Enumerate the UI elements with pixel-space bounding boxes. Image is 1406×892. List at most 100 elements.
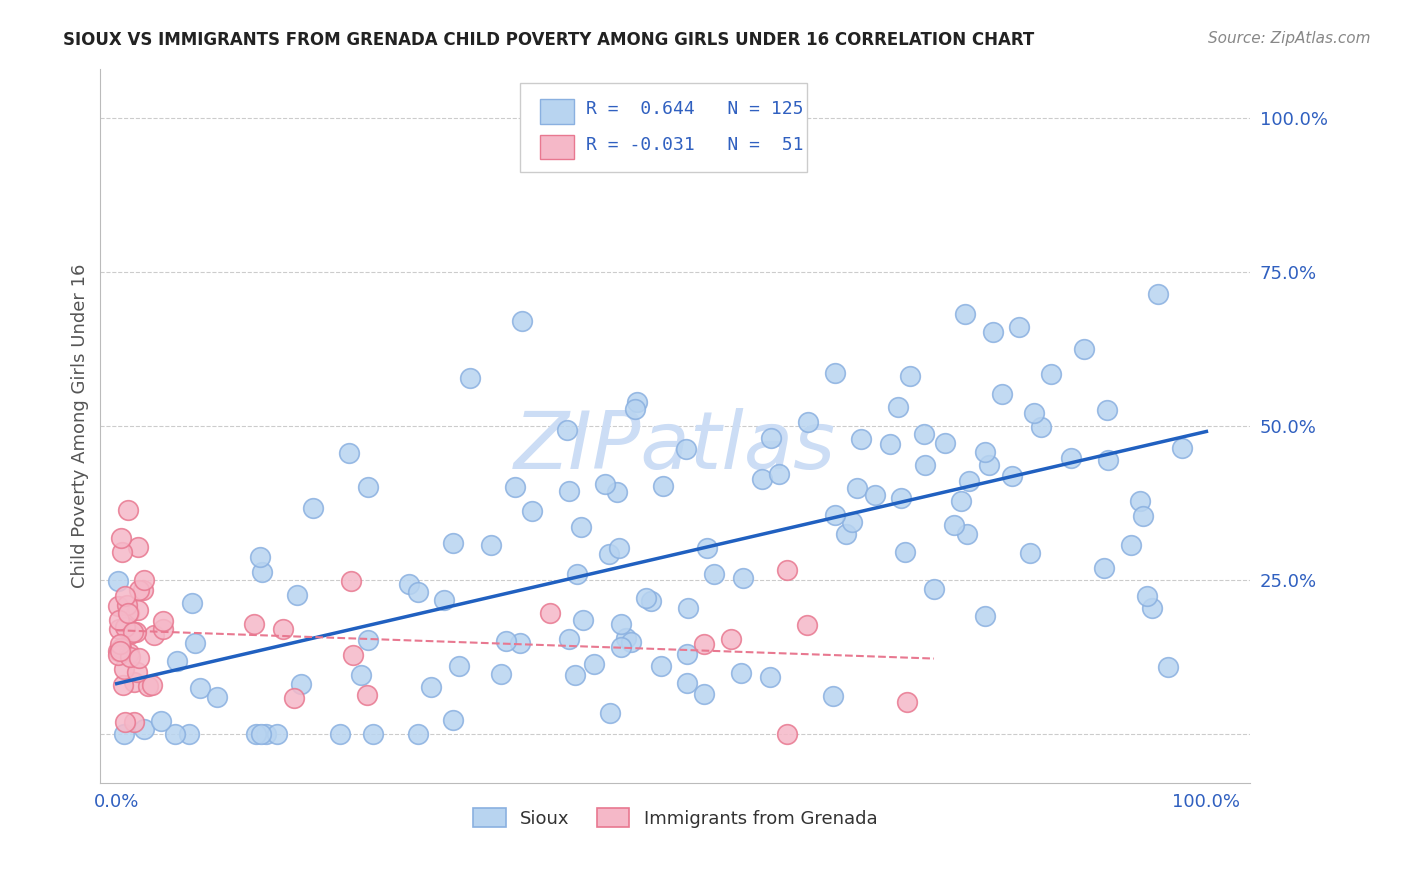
Point xyxy=(606,484,628,499)
Point xyxy=(114,589,136,603)
Point xyxy=(509,635,531,649)
Point xyxy=(924,582,946,596)
Point xyxy=(110,641,132,656)
Point xyxy=(273,623,295,637)
Point xyxy=(447,658,470,673)
Point xyxy=(337,446,360,460)
Point xyxy=(479,538,502,552)
Point xyxy=(107,599,129,613)
Point xyxy=(974,445,997,459)
Point xyxy=(751,472,773,486)
Point xyxy=(128,650,150,665)
Point xyxy=(350,668,373,682)
Point xyxy=(150,714,173,728)
Point xyxy=(356,688,378,702)
Point xyxy=(132,723,155,737)
Text: SIOUX VS IMMIGRANTS FROM GRENADA CHILD POVERTY AMONG GIRLS UNDER 16 CORRELATION : SIOUX VS IMMIGRANTS FROM GRENADA CHILD P… xyxy=(63,31,1035,49)
Point xyxy=(110,531,132,545)
Point xyxy=(1147,286,1170,301)
Point xyxy=(912,427,935,442)
Point xyxy=(163,727,186,741)
Point xyxy=(733,572,755,586)
Point xyxy=(115,598,138,612)
Point xyxy=(128,583,150,598)
Point xyxy=(835,527,858,541)
Point xyxy=(1157,660,1180,674)
Point xyxy=(152,622,174,636)
Point xyxy=(207,690,229,704)
Point xyxy=(797,416,820,430)
Point xyxy=(1097,452,1119,467)
Point xyxy=(1022,406,1045,420)
Point xyxy=(898,368,921,383)
FancyBboxPatch shape xyxy=(520,83,807,172)
Point xyxy=(108,613,131,627)
Point xyxy=(520,503,543,517)
Point xyxy=(254,727,277,741)
Point xyxy=(571,520,593,534)
Point xyxy=(768,467,790,481)
Point xyxy=(166,654,188,668)
Point xyxy=(934,435,956,450)
Point xyxy=(1008,320,1031,334)
Point xyxy=(1135,590,1157,604)
Point xyxy=(107,574,129,588)
Point xyxy=(896,695,918,709)
Point xyxy=(675,675,697,690)
Point xyxy=(720,632,742,647)
Point xyxy=(759,670,782,684)
Point xyxy=(132,583,155,598)
Point xyxy=(118,646,141,660)
Point xyxy=(242,617,264,632)
Text: R = -0.031   N =  51: R = -0.031 N = 51 xyxy=(585,136,803,154)
Point xyxy=(1018,546,1040,560)
Point xyxy=(607,541,630,556)
Point xyxy=(841,516,863,530)
Point xyxy=(458,370,481,384)
Point xyxy=(776,727,799,741)
Point xyxy=(651,478,673,492)
FancyBboxPatch shape xyxy=(540,135,574,160)
Point xyxy=(356,480,378,494)
Point xyxy=(616,631,638,645)
Point xyxy=(495,634,517,648)
Point xyxy=(290,677,312,691)
Point xyxy=(250,565,273,579)
Point xyxy=(950,494,973,508)
Point xyxy=(824,366,846,380)
Point xyxy=(1097,403,1119,417)
Point xyxy=(650,659,672,673)
Point xyxy=(914,458,936,472)
Point xyxy=(302,501,325,516)
Point xyxy=(620,635,643,649)
Point xyxy=(1073,342,1095,356)
Point xyxy=(610,616,633,631)
Point xyxy=(250,727,273,741)
Point xyxy=(114,620,136,634)
Text: ZIPatlas: ZIPatlas xyxy=(515,409,837,486)
Point xyxy=(759,431,782,445)
Point xyxy=(953,307,976,321)
Point xyxy=(676,600,699,615)
Y-axis label: Child Poverty Among Girls Under 16: Child Poverty Among Girls Under 16 xyxy=(72,264,89,588)
Point xyxy=(177,727,200,741)
Point xyxy=(943,517,966,532)
Point xyxy=(357,633,380,648)
Point xyxy=(636,591,658,605)
Point xyxy=(1121,538,1143,552)
Point xyxy=(117,502,139,516)
Point xyxy=(823,689,845,703)
Point xyxy=(583,657,606,671)
Point xyxy=(626,395,648,409)
Point xyxy=(558,484,581,499)
Point xyxy=(249,550,271,565)
Point xyxy=(565,566,588,581)
Point xyxy=(973,609,995,624)
Point xyxy=(696,541,718,555)
Point xyxy=(675,442,697,456)
Point xyxy=(114,662,136,676)
Point xyxy=(977,458,1000,472)
Point xyxy=(887,401,910,415)
Point xyxy=(108,622,131,636)
Text: R =  0.644   N = 125: R = 0.644 N = 125 xyxy=(585,100,803,119)
